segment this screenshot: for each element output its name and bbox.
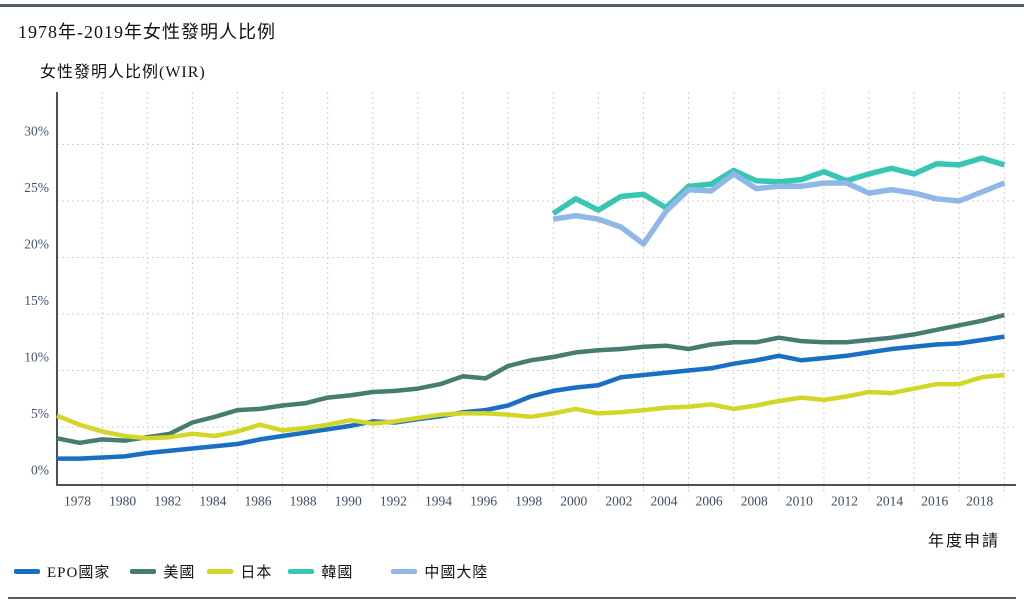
legend-label: 中國大陸 [424, 565, 489, 581]
x-tick-label: 2000 [560, 494, 587, 509]
x-tick-label: 1990 [335, 494, 362, 509]
x-tick-label: 1984 [199, 494, 226, 509]
legend-swatch-icon [14, 569, 40, 574]
chart-title: 1978年-2019年女性發明人比例 [18, 22, 276, 42]
bottom-divider [8, 597, 1016, 599]
series-line-美國 [56, 312, 1005, 446]
x-tick-label: 2012 [831, 494, 858, 509]
series-line-日本 [56, 372, 1005, 441]
x-tick-label: 2014 [876, 494, 903, 509]
legend-item-EPO國家[interactable]: EPO國家 [14, 561, 110, 582]
x-tick-label: 2006 [696, 494, 723, 509]
y-tick-label: 30% [24, 124, 49, 139]
legend-label: 美國 [163, 565, 196, 581]
y-tick-label: 15% [24, 293, 49, 308]
top-divider [0, 4, 1024, 7]
x-tick-label: 1986 [245, 494, 272, 509]
x-tick-label: 2008 [741, 494, 768, 509]
legend-item-中國大陸[interactable]: 中國大陸 [391, 561, 488, 582]
x-tick-label: 1982 [154, 494, 181, 509]
x-tick-label: 2004 [651, 494, 678, 509]
y-tick-label: 20% [24, 237, 49, 252]
x-tick-label: 2002 [605, 494, 632, 509]
x-tick-label: 1980 [109, 494, 136, 509]
legend-swatch-icon [207, 569, 234, 574]
legend-label: 韓國 [321, 565, 354, 581]
y-tick-label: 5% [31, 406, 49, 421]
legend-item-日本[interactable]: 日本 [207, 561, 272, 582]
y-axis-title: 女性發明人比例(WIR) [40, 64, 206, 81]
x-tick-label: 1994 [425, 494, 452, 509]
y-tick-label: 0% [31, 463, 49, 478]
legend-swatch-icon [391, 569, 418, 574]
series-line-EPO國家 [57, 334, 1005, 461]
x-axis-title: 年度申請 [928, 533, 1001, 550]
legend-label: EPO國家 [47, 565, 111, 581]
legend-swatch-icon [130, 569, 157, 574]
series-line-中國大陸 [552, 171, 1006, 247]
x-tick-label: 1988 [290, 494, 317, 509]
x-tick-label: 1978 [64, 494, 91, 509]
legend-swatch-icon [288, 569, 315, 574]
x-tick-label: 2010 [786, 494, 813, 509]
y-tick-label: 25% [24, 180, 49, 195]
legend-item-美國[interactable]: 美國 [130, 561, 195, 582]
legend-item-韓國[interactable]: 韓國 [288, 561, 353, 582]
series-line-韓國 [551, 155, 1006, 216]
legend-label: 日本 [240, 565, 273, 581]
x-tick-label: 1996 [470, 494, 497, 509]
y-tick-label: 10% [24, 350, 49, 365]
x-tick-label: 1998 [515, 494, 542, 509]
chart-legend: EPO國家 美國 日本 韓國 中國大陸 [14, 561, 488, 582]
x-tick-label: 1992 [380, 494, 407, 509]
x-tick-label: 2016 [921, 494, 948, 509]
x-tick-label: 2018 [966, 494, 993, 509]
